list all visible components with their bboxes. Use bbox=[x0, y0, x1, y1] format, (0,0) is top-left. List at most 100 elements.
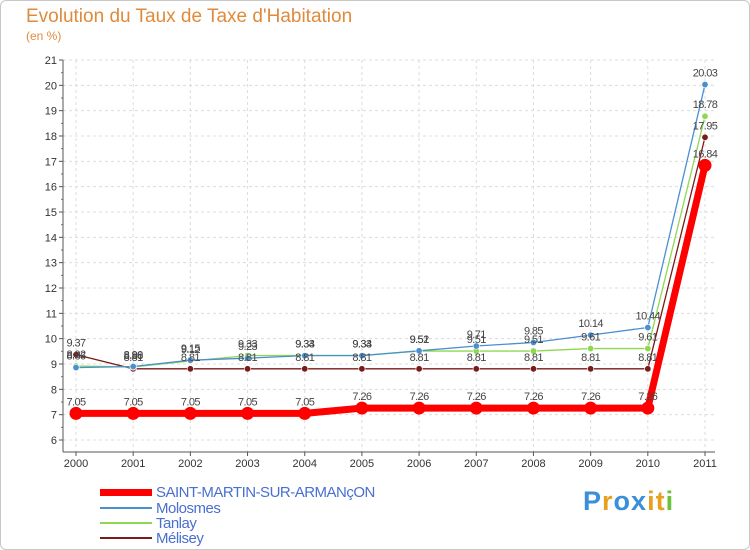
data-point bbox=[186, 356, 194, 364]
chart-title: Evolution du Taux de Taxe d'Habitation bbox=[26, 6, 353, 27]
data-label: 9.23 bbox=[238, 341, 257, 353]
data-label: 9.52 bbox=[410, 334, 429, 346]
data-point bbox=[72, 351, 80, 359]
x-tick-label: 2011 bbox=[693, 458, 717, 470]
proxiti-logo: Proxiti bbox=[583, 486, 674, 517]
data-point bbox=[698, 158, 712, 172]
y-tick-label: 20 bbox=[45, 80, 57, 92]
data-point bbox=[472, 365, 480, 373]
data-label: 7.05 bbox=[295, 396, 314, 408]
data-label: 10.44 bbox=[636, 311, 661, 323]
data-point bbox=[301, 352, 309, 360]
data-label: 9.51 bbox=[467, 334, 486, 346]
data-point bbox=[412, 401, 426, 415]
legend-label: Tanlay bbox=[156, 514, 197, 532]
data-point bbox=[301, 365, 309, 373]
logo-letter: x bbox=[631, 486, 648, 516]
data-label: 9.33 bbox=[238, 339, 257, 351]
y-tick-label: 17 bbox=[45, 156, 57, 168]
data-point bbox=[529, 365, 537, 373]
x-tick-label: 2000 bbox=[64, 458, 88, 470]
y-tick-label: 19 bbox=[45, 106, 57, 118]
y-tick-label: 21 bbox=[45, 55, 57, 67]
data-label: 9.51 bbox=[524, 334, 543, 346]
data-label: 9.51 bbox=[410, 334, 429, 346]
data-label: 9.15 bbox=[181, 343, 200, 355]
y-tick-label: 10 bbox=[45, 334, 57, 346]
legend-label: SAINT-MARTIN-SUR-ARMANçON bbox=[156, 483, 375, 501]
legend-label: Molosmes bbox=[156, 499, 221, 517]
data-point bbox=[701, 112, 709, 120]
data-point bbox=[529, 347, 537, 355]
legend-item: Molosmes bbox=[100, 499, 221, 517]
logo-letter: P bbox=[583, 486, 603, 516]
legend-label: Mélisey bbox=[156, 529, 204, 547]
data-point bbox=[69, 406, 83, 420]
data-point bbox=[298, 406, 312, 420]
data-point bbox=[472, 342, 480, 350]
logo-letter: r bbox=[602, 486, 614, 516]
data-label: 7.05 bbox=[238, 396, 257, 408]
data-point bbox=[126, 406, 140, 420]
data-label: 7.05 bbox=[181, 396, 200, 408]
y-tick-label: 6 bbox=[51, 435, 57, 447]
series-line-1 bbox=[75, 84, 706, 369]
legend-swatch bbox=[100, 488, 152, 496]
logo-letter: i bbox=[647, 486, 656, 516]
series-line-3 bbox=[75, 137, 706, 370]
y-tick-label: 18 bbox=[45, 131, 57, 143]
data-point bbox=[701, 81, 709, 89]
legend-swatch bbox=[100, 522, 152, 524]
x-tick-label: 2002 bbox=[178, 458, 202, 470]
data-point bbox=[358, 365, 366, 373]
data-label: 8.92 bbox=[66, 349, 85, 361]
data-label: 17.95 bbox=[693, 120, 718, 132]
data-label: 9.37 bbox=[66, 338, 85, 350]
data-label: 9.34 bbox=[352, 338, 371, 350]
chart-subtitle: (en %) bbox=[26, 29, 62, 43]
data-label: 9.33 bbox=[295, 339, 314, 351]
data-point bbox=[641, 401, 655, 415]
data-label: 9.61 bbox=[581, 332, 600, 344]
data-label: 8.90 bbox=[124, 350, 143, 362]
x-tick-label: 2009 bbox=[578, 458, 602, 470]
data-point bbox=[529, 338, 537, 346]
y-tick-label: 11 bbox=[46, 308, 57, 320]
data-label: 8.81 bbox=[181, 352, 200, 364]
data-point bbox=[584, 401, 598, 415]
data-point bbox=[587, 331, 595, 339]
legend-item: Mélisey bbox=[100, 529, 204, 547]
data-label: 9.85 bbox=[524, 325, 543, 337]
data-label: 7.05 bbox=[66, 396, 85, 408]
data-label: 8.81 bbox=[352, 352, 371, 364]
data-label: 7.26 bbox=[410, 391, 429, 403]
data-label: 9.33 bbox=[352, 339, 371, 351]
data-point bbox=[644, 365, 652, 373]
data-label: 9.61 bbox=[638, 332, 657, 344]
data-point bbox=[241, 406, 255, 420]
y-tick-label: 8 bbox=[51, 384, 57, 396]
data-label: 8.88 bbox=[124, 350, 143, 362]
x-tick-label: 2006 bbox=[407, 458, 431, 470]
data-point bbox=[587, 365, 595, 373]
data-label: 16.84 bbox=[693, 148, 718, 160]
data-point bbox=[526, 401, 540, 415]
data-point bbox=[72, 364, 80, 372]
data-label: 7.05 bbox=[124, 396, 143, 408]
y-tick-label: 9 bbox=[51, 359, 57, 371]
y-tick-label: 7 bbox=[51, 410, 57, 422]
x-tick-label: 2003 bbox=[235, 458, 259, 470]
data-point bbox=[186, 365, 194, 373]
data-label: 8.81 bbox=[581, 352, 600, 364]
data-point bbox=[358, 352, 366, 360]
y-tick-label: 13 bbox=[45, 258, 57, 270]
data-label: 20.03 bbox=[693, 68, 718, 80]
data-point bbox=[644, 324, 652, 332]
data-label: 7.26 bbox=[524, 391, 543, 403]
legend-swatch bbox=[100, 507, 152, 509]
data-point bbox=[587, 345, 595, 353]
data-label: 7.26 bbox=[581, 391, 600, 403]
data-point bbox=[644, 345, 652, 353]
